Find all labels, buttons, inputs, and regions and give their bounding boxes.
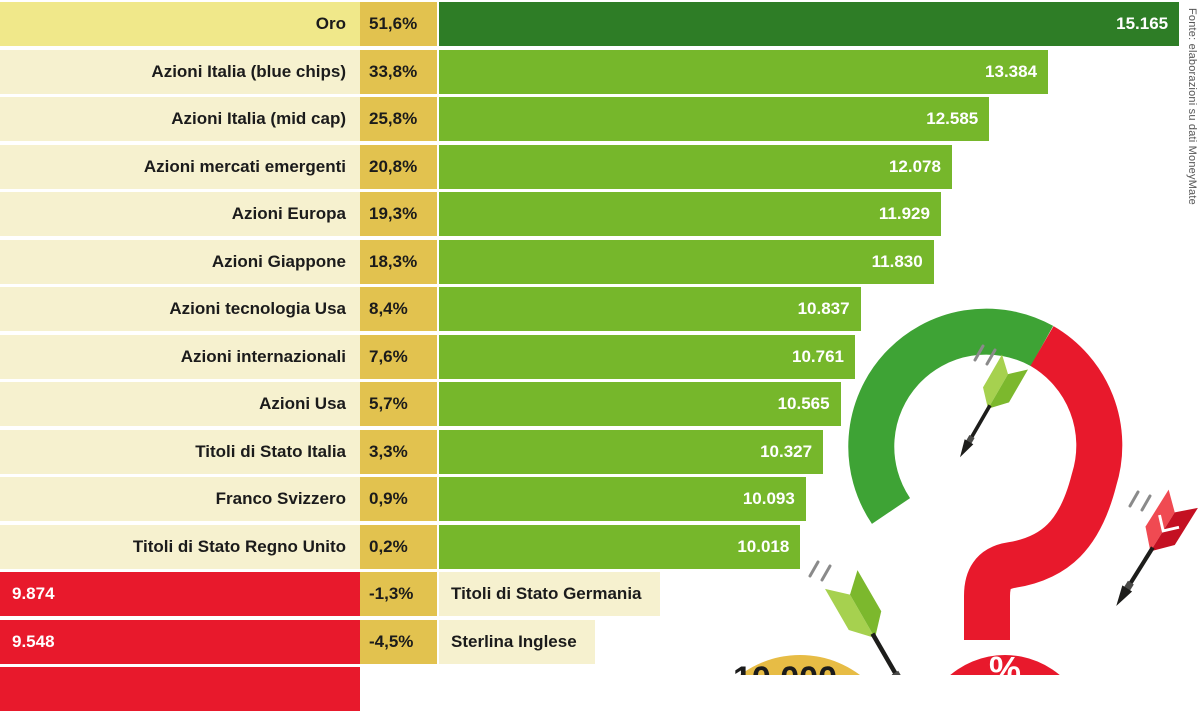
row-bar: 10.565 — [439, 382, 841, 426]
row-label: Oro — [0, 2, 360, 46]
chart-row: Azioni tecnologia Usa 8,4% 10.837 — [0, 287, 1200, 331]
row-bar: 12.078 — [439, 144, 952, 189]
chart-row — [0, 667, 1200, 711]
row-bar: 10.018 — [439, 524, 801, 569]
row-percent: 8,4% — [360, 287, 437, 331]
chart-row: 9.548 -4,5% Sterlina Inglese — [0, 619, 1200, 664]
source-note: Fonte: elaborazioni su dati MoneyMate — [1186, 8, 1198, 205]
row-bar: 11.830 — [439, 239, 934, 284]
chart-row: Titoli di Stato Italia 3,3% 10.327 — [0, 429, 1200, 474]
row-bar: 10.093 — [439, 477, 806, 521]
row-percent: 18,3% — [360, 239, 437, 284]
row-percent: 33,8% — [360, 49, 437, 94]
row-bar: 9.874 — [0, 572, 360, 616]
chart-row: 9.874 -1,3% Titoli di Stato Germania — [0, 572, 1200, 616]
chart-row: Azioni internazionali 7,6% 10.761 — [0, 334, 1200, 379]
row-bar: 13.384 — [439, 49, 1049, 94]
row-label: Azioni Italia (blue chips) — [0, 49, 360, 94]
row-percent: 3,3% — [360, 429, 437, 474]
chart-row: Titoli di Stato Regno Unito 0,2% 10.018 — [0, 524, 1200, 569]
row-bar: 11.929 — [439, 192, 941, 236]
row-percent: -4,5% — [360, 619, 437, 664]
row-label: Azioni Giappone — [0, 239, 360, 284]
row-percent: 0,2% — [360, 524, 437, 569]
row-percent: 5,7% — [360, 382, 437, 426]
row-label: Azioni Italia (mid cap) — [0, 97, 360, 141]
row-label: Azioni Usa — [0, 382, 360, 426]
row-bar: 10.837 — [439, 287, 861, 331]
row-label: Titoli di Stato Italia — [0, 429, 360, 474]
chart-row: Azioni Giappone 18,3% 11.830 — [0, 239, 1200, 284]
row-label: Franco Svizzero — [0, 477, 360, 521]
row-label: Sterlina Inglese — [439, 619, 595, 664]
row-percent: -1,3% — [360, 572, 437, 616]
row-bar: 10.327 — [439, 429, 824, 474]
row-percent: 7,6% — [360, 334, 437, 379]
row-label: Azioni mercati emergenti — [0, 144, 360, 189]
chart-row: Azioni Italia (mid cap) 25,8% 12.585 — [0, 97, 1200, 141]
row-label: Azioni tecnologia Usa — [0, 287, 360, 331]
chart-row: Franco Svizzero 0,9% 10.093 — [0, 477, 1200, 521]
row-bar: 9.548 — [0, 619, 360, 664]
row-label: Azioni Europa — [0, 192, 360, 236]
chart-row: Azioni Usa 5,7% 10.565 — [0, 382, 1200, 426]
chart-row: Azioni Italia (blue chips) 33,8% 13.384 — [0, 49, 1200, 94]
row-percent: 51,6% — [360, 2, 437, 46]
row-percent: 19,3% — [360, 192, 437, 236]
row-percent: 25,8% — [360, 97, 437, 141]
row-bar: 10.761 — [439, 334, 855, 379]
chart-row: Azioni Europa 19,3% 11.929 — [0, 192, 1200, 236]
chart-row: Oro 51,6% 15.165 — [0, 2, 1200, 46]
row-label: Titoli di Stato Regno Unito — [0, 524, 360, 569]
row-percent: 20,8% — [360, 144, 437, 189]
row-percent: 0,9% — [360, 477, 437, 521]
row-bar: 12.585 — [439, 97, 990, 141]
row-label: Titoli di Stato Germania — [439, 572, 660, 616]
row-bar: 15.165 — [439, 2, 1180, 46]
row-bar — [0, 667, 360, 711]
row-label: Azioni internazionali — [0, 334, 360, 379]
chart-row: Azioni mercati emergenti 20,8% 12.078 — [0, 144, 1200, 189]
